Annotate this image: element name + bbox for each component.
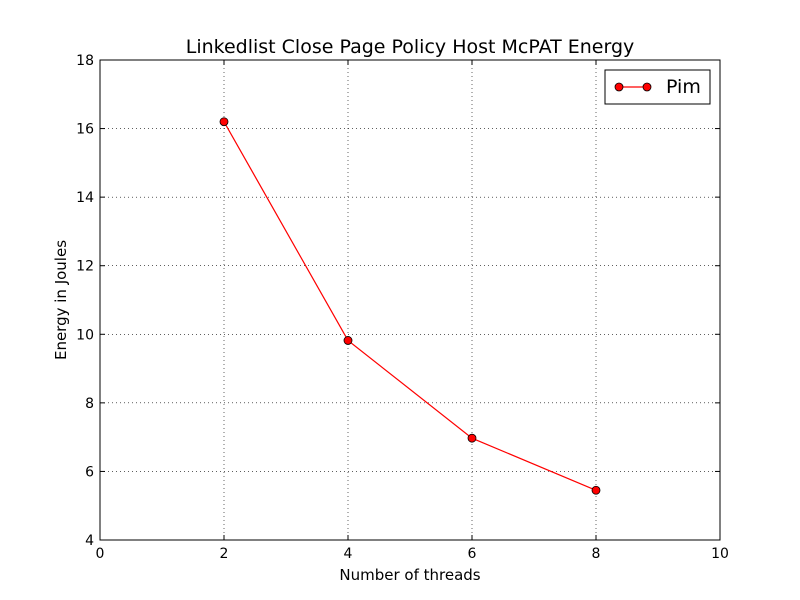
plot-area-frame [99, 59, 721, 541]
data-point [467, 433, 477, 443]
y-tick-label: 6 [85, 464, 94, 480]
y-tick-label: 10 [76, 327, 94, 343]
x-tick-label: 6 [468, 546, 477, 562]
x-tick-label: 4 [344, 546, 353, 562]
x-tick-label: 0 [96, 546, 105, 562]
x-tick-label: 8 [592, 546, 601, 562]
legend-marker [642, 82, 652, 92]
data-point [591, 485, 601, 495]
series-line-pim [223, 121, 597, 491]
legend: Pim [604, 69, 711, 105]
y-axis-ticks: 4 6 8 10 12 14 16 18 [76, 53, 720, 549]
y-tick-label: 18 [76, 53, 94, 69]
legend-label-pim: Pim [666, 76, 701, 98]
x-axis-label: Number of threads [339, 566, 480, 584]
chart-title: Linkedlist Close Page Policy Host McPAT … [186, 36, 635, 58]
data-point [343, 336, 353, 345]
x-tick-label: 10 [711, 546, 729, 562]
y-tick-label: 16 [76, 122, 94, 138]
y-tick-label: 4 [85, 533, 94, 549]
data-point [219, 117, 229, 127]
grid-lines [100, 60, 720, 540]
y-tick-label: 8 [85, 396, 94, 412]
x-tick-label: 2 [220, 546, 229, 562]
y-axis-label: Energy in Joules [52, 240, 70, 360]
series-layer [219, 117, 601, 495]
legend-marker [614, 82, 624, 92]
x-axis-ticks: 0 2 4 6 8 10 [96, 60, 729, 562]
y-tick-label: 14 [76, 190, 94, 206]
y-tick-label: 12 [76, 259, 94, 275]
